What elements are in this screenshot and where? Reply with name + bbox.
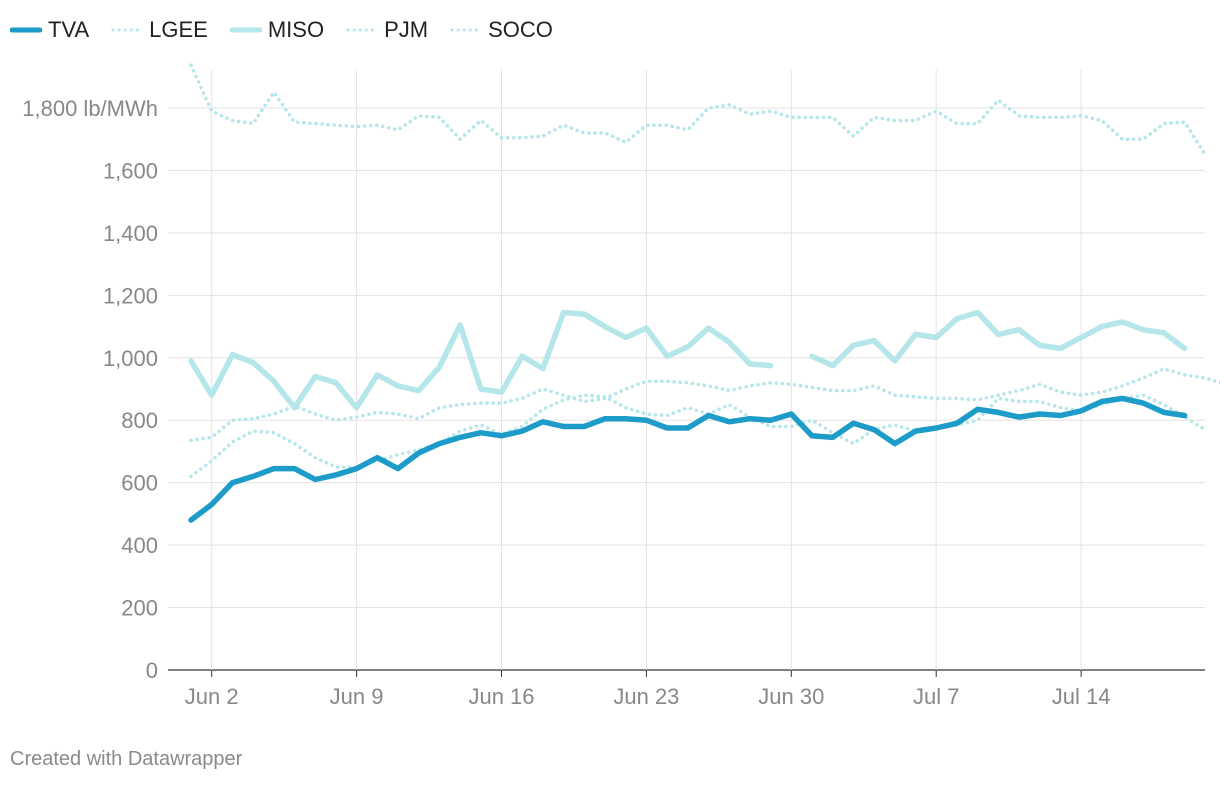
legend-swatch-miso <box>229 27 262 33</box>
series-line-lgee <box>189 393 1208 479</box>
y-tick-label: 1,400 <box>103 221 158 246</box>
x-tick-label: Jun 30 <box>758 684 824 709</box>
legend-swatch-soco <box>450 28 482 32</box>
x-tick-label: Jul 7 <box>913 684 959 709</box>
x-tick-label: Jul 14 <box>1052 684 1111 709</box>
x-tick-label: Jun 16 <box>468 684 534 709</box>
legend-item-tva: TVA <box>10 17 89 43</box>
series-line-soco <box>189 63 1208 157</box>
y-tick-label: 1,200 <box>103 283 158 308</box>
chart-axis-labels: 0 200 400 600 800 1,000 1,200 1,400 1,600 1,800 l… <box>22 96 1110 709</box>
series-line-miso <box>809 309 1188 369</box>
legend-label-pjm: PJM <box>384 17 429 42</box>
y-tick-label: 400 <box>121 533 158 558</box>
legend-label-lgee: LGEE <box>149 17 208 42</box>
x-tick-label: Jun 9 <box>330 684 384 709</box>
legend-swatch-lgee <box>111 28 143 32</box>
series-line-pjm <box>189 366 1220 443</box>
y-tick-label: 1,600 <box>103 158 158 183</box>
legend-label-soco: SOCO <box>488 17 553 42</box>
y-tick-label: 1,800 lb/MWh <box>22 96 158 121</box>
legend-item-soco: SOCO <box>450 17 553 43</box>
legend-item-lgee: LGEE <box>111 17 208 43</box>
series-line-miso <box>188 309 774 411</box>
legend-item-miso: MISO <box>229 17 325 43</box>
chart-series <box>188 63 1220 523</box>
x-tick-label: Jun 2 <box>185 684 239 709</box>
legend-item-pjm: PJM <box>346 17 428 43</box>
y-tick-label: 0 <box>146 658 158 683</box>
legend-label-miso: MISO <box>267 17 325 42</box>
legend-label-tva: TVA <box>48 17 90 42</box>
legend-swatch-pjm <box>346 28 378 32</box>
y-tick-label: 1,000 <box>103 346 158 371</box>
x-tick-label: Jun 23 <box>613 684 679 709</box>
legend-swatch-tva <box>10 27 42 33</box>
chart-gridlines <box>168 70 1205 677</box>
y-tick-label: 600 <box>121 471 158 496</box>
datawrapper-credit: Created with Datawrapper <box>10 748 243 770</box>
chart-legend: TVA LGEE MISO PJM SOCO <box>10 14 575 46</box>
series-line-tva <box>188 395 1188 523</box>
y-tick-label: 800 <box>121 408 158 433</box>
y-tick-label: 200 <box>121 596 158 621</box>
